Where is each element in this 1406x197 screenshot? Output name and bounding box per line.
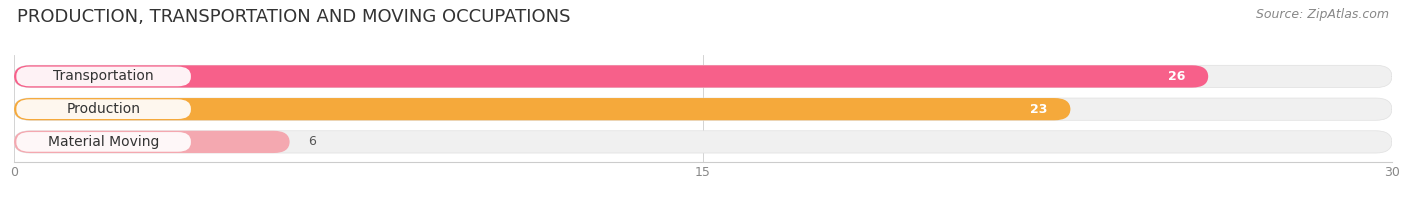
Text: Production: Production [66, 102, 141, 116]
FancyBboxPatch shape [14, 98, 1070, 120]
FancyBboxPatch shape [14, 65, 1208, 87]
FancyBboxPatch shape [17, 67, 191, 86]
Text: Transportation: Transportation [53, 69, 153, 84]
FancyBboxPatch shape [14, 131, 290, 153]
Text: 26: 26 [1168, 70, 1185, 83]
FancyBboxPatch shape [14, 65, 1392, 87]
FancyBboxPatch shape [17, 99, 191, 119]
FancyBboxPatch shape [14, 131, 1392, 153]
Text: PRODUCTION, TRANSPORTATION AND MOVING OCCUPATIONS: PRODUCTION, TRANSPORTATION AND MOVING OC… [17, 8, 571, 26]
FancyBboxPatch shape [17, 132, 191, 152]
Text: Material Moving: Material Moving [48, 135, 159, 149]
Text: 6: 6 [308, 135, 316, 148]
FancyBboxPatch shape [14, 98, 1392, 120]
Text: Source: ZipAtlas.com: Source: ZipAtlas.com [1256, 8, 1389, 21]
Text: 23: 23 [1031, 103, 1047, 116]
